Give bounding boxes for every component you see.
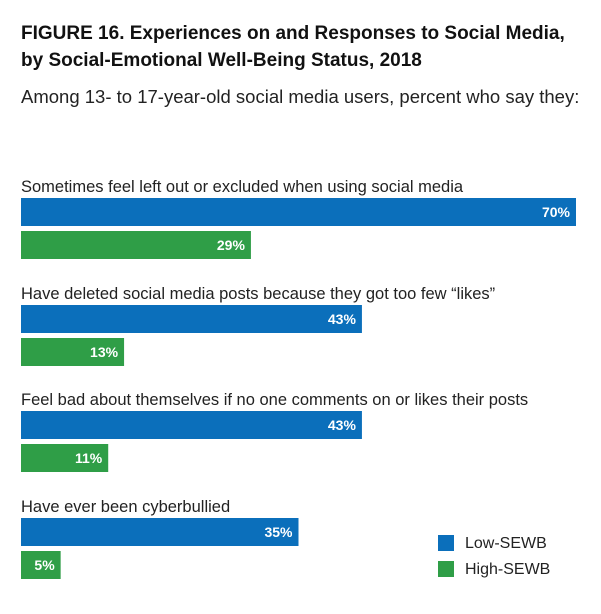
data-label: 43% — [328, 311, 357, 327]
bar-low-sewb — [21, 518, 299, 546]
data-label: 43% — [328, 417, 357, 433]
chart-title: FIGURE 16. Experiences on and Responses … — [21, 20, 591, 74]
data-label: 35% — [264, 524, 293, 540]
legend-swatch-high-sewb — [438, 561, 454, 577]
bar-high-sewb — [21, 444, 109, 472]
data-label: 13% — [90, 344, 119, 360]
legend-swatch-low-sewb — [438, 535, 454, 551]
bar-high-sewb — [21, 551, 61, 579]
category-label: Have ever been cyberbullied — [21, 498, 230, 516]
data-label: 29% — [217, 237, 246, 253]
data-label: 70% — [542, 204, 571, 220]
chart-title-line-2: by Social-Emotional Well-Being Status, 2… — [21, 50, 422, 71]
bar-high-sewb — [21, 338, 125, 366]
chart-subtitle: Among 13- to 17-year-old social media us… — [21, 86, 580, 107]
category-label: Sometimes feel left out or excluded when… — [21, 178, 464, 196]
bar-low-sewb — [21, 305, 362, 333]
bar-low-sewb — [21, 198, 576, 226]
legend-label: Low-SEWB — [465, 535, 547, 552]
bar-low-sewb — [21, 411, 362, 439]
bar-high-sewb — [21, 231, 251, 259]
category-label: Have deleted social media posts because … — [21, 285, 495, 303]
legend-label: High-SEWB — [465, 561, 550, 578]
chart-title-line-1: FIGURE 16. Experiences on and Responses … — [21, 23, 565, 44]
category-label: Feel bad about themselves if no one comm… — [21, 391, 528, 409]
data-label: 5% — [34, 557, 55, 573]
data-label: 11% — [75, 450, 103, 466]
